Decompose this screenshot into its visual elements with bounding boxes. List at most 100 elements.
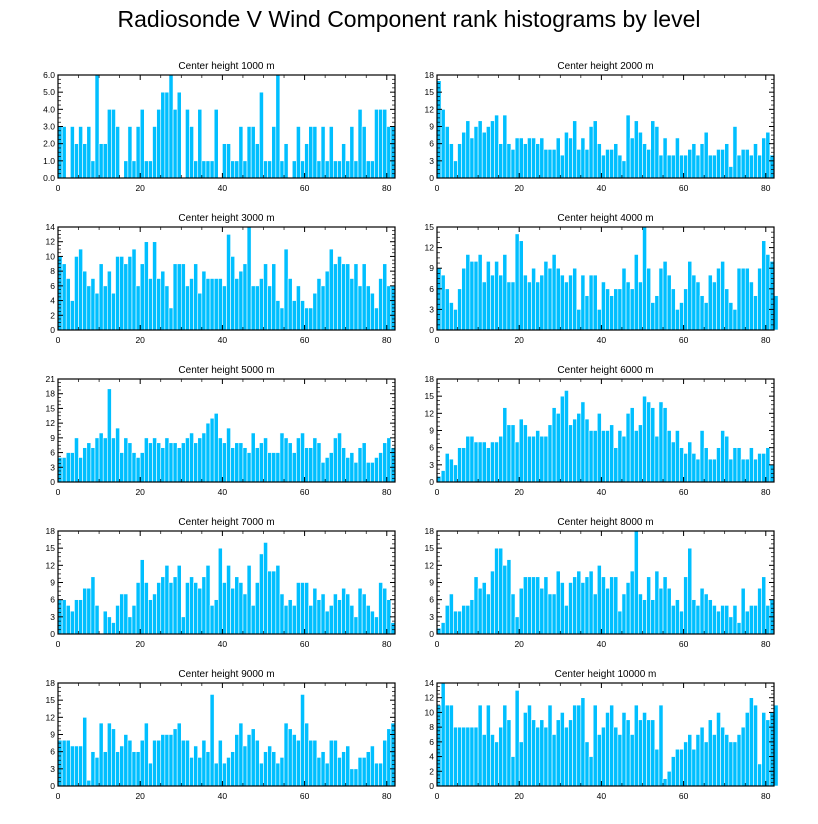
panel-2-bar: [666, 154, 672, 179]
panel-1-bar: [382, 109, 388, 179]
panel-3-bar: [152, 241, 157, 331]
panel-9-bar: [131, 751, 137, 787]
panel-8-bar: [543, 576, 549, 635]
panel-4-bar: [453, 309, 458, 331]
panel-2-bar: [757, 154, 762, 179]
panel-10-bar: [765, 719, 771, 787]
panel-6-bar: [617, 430, 623, 483]
panel-2-bar: [761, 137, 767, 179]
panel-8-bar: [683, 576, 688, 635]
panel-1-bar: [341, 143, 346, 179]
panel-9-bar: [70, 745, 75, 787]
panel-10-bar: [535, 726, 541, 787]
panel-2-ytick-label: 9: [429, 122, 434, 132]
panel-5-bar: [78, 457, 83, 483]
panel-7-bar: [242, 593, 248, 635]
panel-8-bar: [728, 616, 734, 635]
panel-1-bar: [213, 109, 219, 179]
panel-1-bar: [378, 109, 383, 179]
panel-8-bar: [601, 576, 606, 635]
panel-3-ytick-label: 8: [50, 266, 55, 276]
panel-4-bar: [757, 267, 762, 331]
panel-3-bar: [361, 263, 367, 331]
panel-6-ytick-label: 9: [429, 426, 434, 436]
panel-2-bar: [453, 160, 458, 179]
panel-9-bar: [107, 722, 112, 787]
panel-6-bar: [555, 413, 561, 483]
panel-3-bar: [234, 278, 240, 331]
panel-1-bar: [345, 160, 351, 179]
panel-10-bar: [613, 726, 619, 787]
panel-8-bar: [720, 605, 725, 635]
panel-9-bar: [312, 739, 318, 787]
panel-9-bar: [296, 739, 301, 787]
panel-5-bar: [213, 413, 219, 483]
panel-1-bar: [148, 160, 153, 179]
panel-5-bar: [65, 452, 71, 483]
panel-2-bar: [535, 143, 541, 179]
panel-6-bar: [675, 430, 680, 483]
panel-7-bar: [304, 582, 309, 635]
panel-1-bar: [61, 126, 67, 179]
panel-7-bar: [238, 582, 244, 635]
panel-7-bar: [328, 605, 334, 635]
panel-3-bar: [345, 263, 351, 331]
panel-2-bar: [506, 143, 512, 179]
panel-4-bar: [683, 288, 688, 331]
panel-3-bar: [230, 256, 236, 331]
panel-10-bar: [675, 748, 680, 787]
panel-7-bar: [333, 593, 338, 635]
panel-6-bar: [436, 475, 442, 483]
panel-9-bar: [357, 757, 363, 787]
panel-5-bar: [94, 437, 100, 483]
panel-6-bar: [510, 424, 516, 483]
panel-9-bar: [201, 739, 207, 787]
panel-4-bar: [547, 267, 553, 331]
panel-5-ytick-label: 0: [50, 477, 55, 487]
panel-5-bar: [361, 442, 367, 483]
panel-6-bar: [568, 424, 573, 483]
panel-10-bar: [707, 719, 713, 787]
panel-10-bar: [744, 712, 750, 787]
panel-5-bar: [102, 437, 108, 483]
panel-7-bar: [168, 582, 174, 635]
panel-5-bar: [156, 442, 162, 483]
panel-4-xtick-label: 60: [679, 335, 689, 345]
panel-4-bar: [740, 267, 746, 331]
panel-3-bar: [267, 285, 273, 331]
panel-1-bar: [308, 126, 314, 179]
panel-9-bar: [390, 722, 396, 787]
panel-10-bar: [625, 719, 631, 787]
panel-8-bar: [473, 576, 479, 635]
panel-7-xtick-label: 80: [382, 639, 392, 649]
panel-9-bar: [316, 757, 322, 787]
panel-9-xtick-label: 20: [135, 791, 145, 801]
panel-10-bar: [650, 719, 656, 787]
panel-7-bar: [107, 616, 112, 635]
panel-5-bar: [82, 447, 88, 483]
panel-3-bar: [333, 263, 338, 331]
panel-1-bar: [250, 126, 256, 179]
panel-4-bar: [675, 309, 680, 331]
panel-2-bar: [494, 114, 499, 179]
panel-3-bar: [70, 300, 75, 331]
panel-2-bar: [609, 149, 615, 179]
panel-6-ytick-label: 18: [425, 374, 435, 384]
panel-10-bar: [662, 778, 668, 787]
panel-4-bar: [444, 288, 450, 331]
panel-2-xtick-label: 40: [597, 183, 607, 193]
panel-6-bar: [629, 407, 635, 483]
panel-1-ytick-label: 4.0: [43, 104, 55, 114]
panel-9-bar: [119, 745, 125, 787]
panel-4-bar: [584, 295, 590, 331]
panel-3-bar: [250, 285, 256, 331]
panel-8-bar: [444, 605, 450, 635]
panel-3-bar: [304, 307, 309, 331]
panel-9-bar: [263, 751, 268, 787]
panel-9-bar: [349, 768, 355, 787]
panel-8-xtick-label: 20: [514, 639, 524, 649]
panel-7-bar: [291, 605, 297, 635]
panel-7-bar: [271, 570, 277, 635]
panel-9-bar: [189, 757, 194, 787]
panel-1-bar: [197, 109, 203, 179]
